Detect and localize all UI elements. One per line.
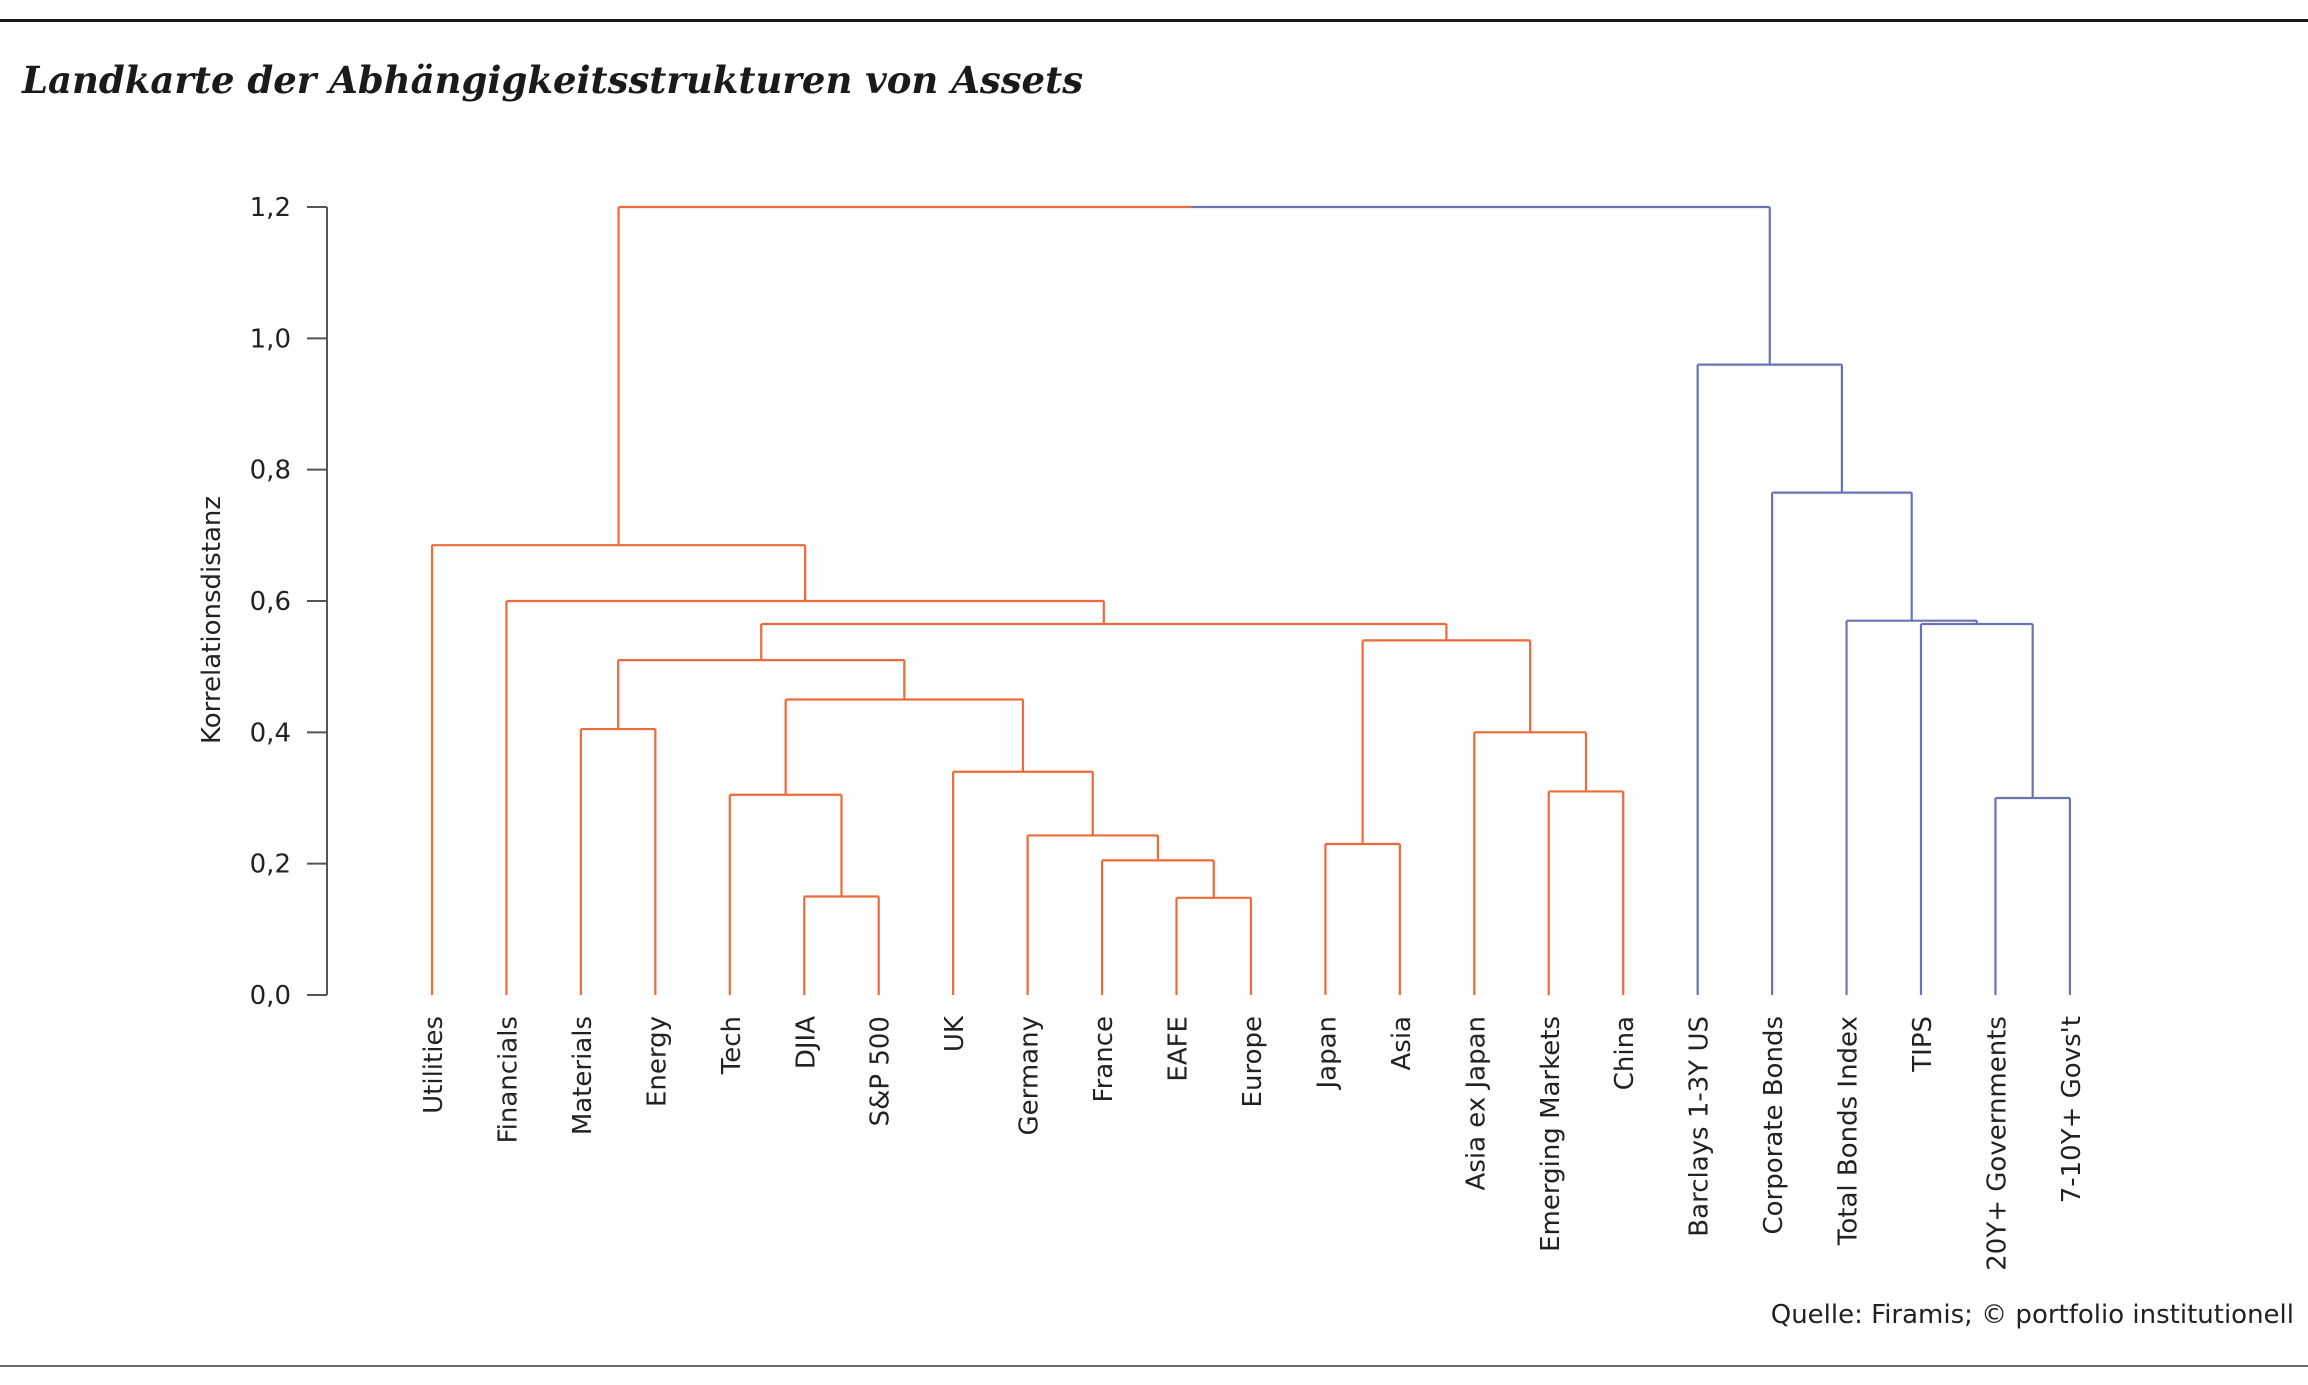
leaf-label: Total Bonds Index [1834,1016,1864,1246]
chart-title: Landkarte der Abhängigkeitsstrukturen vo… [22,58,1084,102]
y-tick-label: 0,0 [250,981,291,1011]
leaf-label: Materials [568,1016,598,1135]
y-axis-label: Korrelationsdistanz [197,496,227,744]
y-tick-label: 1,2 [250,193,291,223]
top-rule [0,19,2308,22]
leaf-label: Energy [642,1016,672,1107]
y-tick-label: 0,4 [250,718,291,748]
leaf-label: S&P 500 [866,1016,896,1126]
leaf-label: Emerging Markets [1536,1016,1566,1252]
leaf-label: Corporate Bonds [1759,1016,1789,1235]
leaf-label: Asia [1387,1016,1417,1071]
leaf-label: France [1089,1016,1119,1102]
leaf-label: China [1610,1016,1640,1090]
dendrogram-links [430,205,2071,995]
y-tick-label: 1,0 [250,324,291,354]
y-axis: 0,0 0,2 0,4 0,6 0,8 1,0 1,2 [250,193,328,1011]
bottom-rule [0,1365,2308,1367]
leaf-label: EAFE [1164,1016,1194,1082]
leaf-label: Financials [493,1016,523,1143]
y-tick-label: 0,6 [250,587,291,617]
leaf-label: Utilities [419,1016,449,1114]
leaf-label: 7-10Y+ Govs't [2057,1016,2087,1203]
leaf-label: Barclays 1-3Y US [1685,1016,1715,1237]
leaf-label: Tech [717,1016,747,1075]
leaf-label: Asia ex Japan [1461,1016,1491,1190]
leaf-labels: Utilities Financials Materials Energy Tech DJ… [419,1015,2087,1271]
leaf-label: Japan [1312,1016,1342,1091]
leaf-label: UK [940,1015,970,1052]
leaf-label: Germany [1015,1016,1045,1136]
leaf-label: Europe [1238,1016,1268,1107]
y-tick-label: 0,8 [250,456,291,486]
leaf-label: 20Y+ Governments [1982,1016,2012,1271]
y-tick-label: 0,2 [250,850,291,880]
leaf-label: TIPS [1908,1016,1938,1073]
leaf-label: DJIA [791,1016,821,1069]
source-note: Quelle: Firamis; © portfolio institution… [1770,1300,2294,1330]
